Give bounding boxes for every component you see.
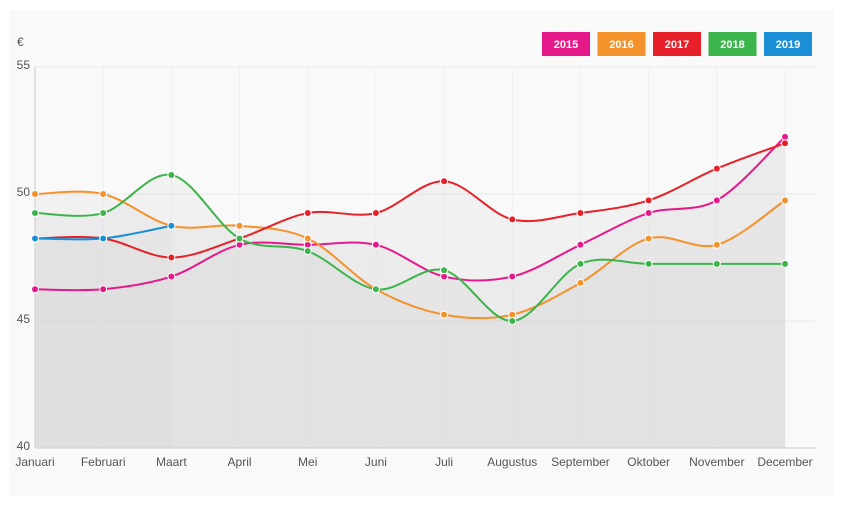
areas xyxy=(35,136,785,449)
y-tick-label: 40 xyxy=(17,439,31,453)
series-area xyxy=(35,191,785,449)
data-point xyxy=(99,209,108,218)
legend-label: 2019 xyxy=(776,39,800,51)
x-tick-label: December xyxy=(757,455,812,469)
data-point xyxy=(508,317,517,325)
data-point xyxy=(371,240,380,249)
data-point xyxy=(644,234,653,243)
data-point xyxy=(440,177,449,186)
data-point xyxy=(235,234,244,243)
x-tick-label: Januari xyxy=(15,455,54,469)
data-point xyxy=(303,234,312,243)
y-axis-label: € xyxy=(17,35,24,49)
data-point xyxy=(31,285,39,294)
legend-swatch xyxy=(764,32,812,56)
data-point xyxy=(440,310,449,319)
x-tick-label: April xyxy=(228,455,252,469)
data-point xyxy=(644,196,653,205)
legend-swatch xyxy=(542,32,590,56)
legend-label: 2017 xyxy=(665,39,689,51)
x-tick-label: November xyxy=(689,455,744,469)
data-point xyxy=(167,221,176,230)
data-point xyxy=(99,234,108,243)
x-tick-label: Oktober xyxy=(627,455,670,469)
data-point xyxy=(440,266,449,275)
series-area xyxy=(35,225,172,448)
data-point xyxy=(303,247,312,256)
data-point xyxy=(508,215,517,224)
data-point xyxy=(167,272,176,281)
data-point xyxy=(167,253,176,262)
series-area xyxy=(35,174,785,448)
series-line xyxy=(34,136,786,292)
data-point xyxy=(99,190,108,198)
data-point xyxy=(576,240,585,249)
legend-label: 2015 xyxy=(554,39,578,51)
legend-swatch xyxy=(708,32,757,56)
series-area xyxy=(35,136,785,448)
x-tick-label: Februari xyxy=(81,455,126,469)
x-tick-label: Augustus xyxy=(487,455,537,469)
x-tick-label: Juli xyxy=(435,455,453,469)
data-point xyxy=(576,209,585,218)
data-point xyxy=(303,209,312,218)
data-point xyxy=(781,196,789,205)
data-point xyxy=(235,221,244,230)
y-tick-label: 45 xyxy=(17,312,31,326)
data-point xyxy=(508,272,517,281)
data-point xyxy=(31,209,39,218)
data-point xyxy=(167,170,176,179)
x-tick-label: September xyxy=(551,455,610,469)
data-point xyxy=(371,209,380,218)
x-tick-label: Juni xyxy=(365,455,387,469)
data-point xyxy=(31,190,39,198)
data-point xyxy=(781,139,789,148)
legend-label: 2016 xyxy=(609,39,633,51)
legend-swatch xyxy=(597,32,646,56)
data-point xyxy=(644,209,653,218)
points xyxy=(31,132,789,325)
x-tick-label: Mei xyxy=(298,455,317,469)
data-point xyxy=(99,285,108,294)
data-point xyxy=(31,234,39,243)
data-point xyxy=(371,285,380,294)
data-point xyxy=(781,259,789,268)
data-point xyxy=(576,278,585,287)
data-point xyxy=(712,164,721,173)
y-tick-label: 55 xyxy=(17,58,31,72)
x-tick-label: Maart xyxy=(156,455,187,469)
data-point xyxy=(712,259,721,268)
y-tick-label: 50 xyxy=(17,185,31,199)
legend-label: 2018 xyxy=(720,39,744,51)
series-area xyxy=(35,143,785,448)
data-point xyxy=(576,259,585,268)
data-point xyxy=(712,196,721,205)
data-point xyxy=(712,240,721,249)
data-point xyxy=(644,259,653,268)
legend-swatch xyxy=(653,32,701,56)
